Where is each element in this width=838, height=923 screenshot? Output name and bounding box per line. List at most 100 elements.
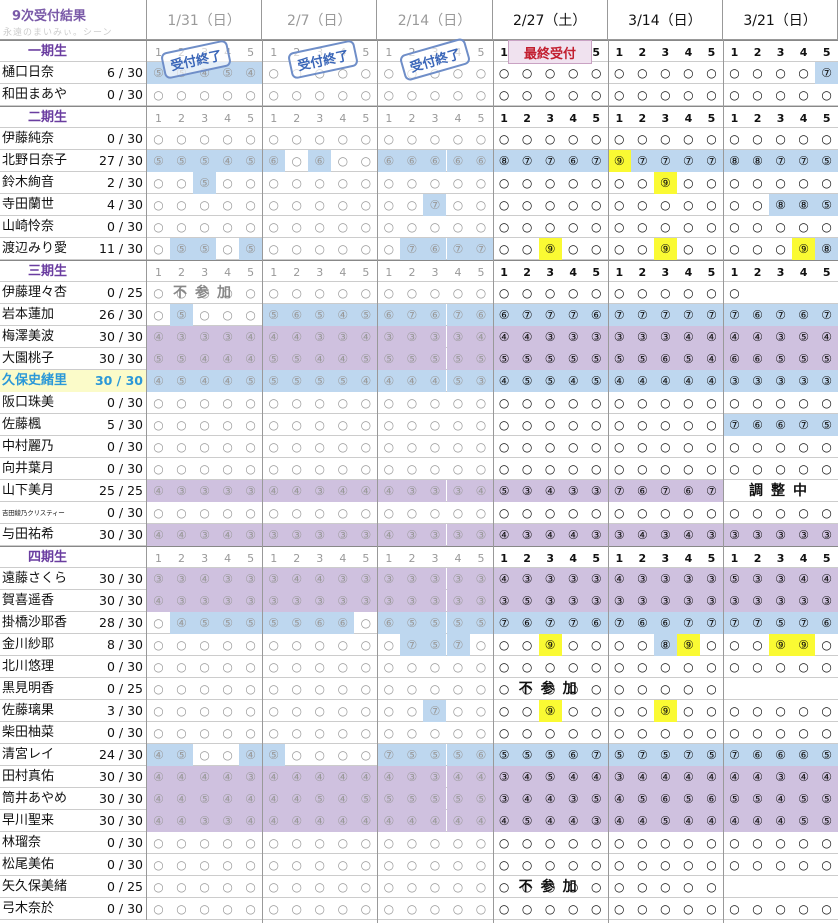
slot-cell: ○ [498,198,510,212]
slot-cell: ④ [377,370,401,392]
slot-cell: ⑤ [538,370,562,392]
member-row: 与田祐希 30 / 30 ④ ④ ③ ④ ③ ③ ③ ③ ③ ③ ④ ③ ③ ③ ③ ④ ③ ④ ④ ③ ③ ④ ③ ④ ③ ③ ③ ③ ③… [0,524,838,546]
slot-cell: ⑦ [561,304,585,326]
slot-cell: ○ [176,396,187,410]
slot-cell: ○ [660,396,671,410]
slot-cell: ④ [170,788,194,810]
slot-cell: ③ [469,370,493,392]
slot-cell: ○ [729,660,740,674]
member-name: 山崎怜奈 [2,219,55,234]
slot-cell: ○ [706,858,717,872]
slot-cell: ④ [469,766,493,788]
slot-cell: ○ [729,902,740,916]
slot-cell: ○ [337,704,349,718]
slot-cell: ○ [429,418,441,432]
slot-cell: ④ [676,370,700,392]
slot-cell: ④ [676,766,700,788]
status-note: 不参加 [518,879,585,895]
member-row: 伊藤純奈 0 / 30 ○ ○ ○ ○ ○ ○ ○ ○ ○ ○ ○ ○ ○ ○ ○ ○ ○ ○ ○ ○ ○ ○ ○ ○ ○ ○ ○ ○ ○ ○ [0,128,838,150]
slot-cell: ○ [567,836,579,850]
slot-cell: ○ [406,440,418,454]
member-name: 伊藤純奈 [2,131,55,146]
generation-row: 二期生 1 2 3 4 5 1 2 3 4 5 1 2 3 4 5 1 2 3 4 5 1 2 3 4 5 1 2 3 4 5 [0,106,838,129]
session-divider [262,40,264,923]
slot-number: 4 [684,45,693,59]
slot-cell: ○ [591,506,602,520]
slot-cell: ○ [245,660,256,674]
date-header-4: 2/27（土） [493,0,608,40]
slot-cell: ⑦ [653,480,677,502]
member-row: 田村真佑 30 / 30 ④ ④ ④ ④ ③ ④ ④ ④ ④ ④ ④ ③ ③ ④ ④ ③ ④ ⑤ ④ ④ ③ ④ ④ ④ ④ ④ ④ ③ ④… [0,766,838,788]
slot-cell: ③ [515,568,539,590]
slot-cell: ④ [446,766,470,788]
slot-cell: ○ [176,726,187,740]
slot-cell: ○ [291,198,302,212]
slot-cell: ○ [291,462,302,476]
slot-cell: ○ [729,132,740,146]
slot-cell: ③ [446,568,470,590]
slot-cell: ⑥ [653,788,677,810]
slot-cell: ○ [314,748,325,762]
slot-cell: ④ [746,326,770,348]
slot-cell: ⑨ [653,238,677,260]
slot-cell: ○ [567,242,579,256]
slot-cell: ○ [199,198,210,212]
slot-cell: ○ [268,198,279,212]
slot-cell: ⑤ [630,788,654,810]
slot-cell: ○ [591,660,602,674]
slot-cell: ○ [637,858,648,872]
slot-cell: ○ [683,902,694,916]
slot-cell: ○ [245,704,256,718]
slot-cell: ○ [752,198,763,212]
slot-cell: ○ [775,396,786,410]
slot-cell: ○ [199,880,210,894]
slot-cell: ⑤ [193,172,217,194]
slot-cell: ⑤ [538,348,562,370]
slot-cell: ○ [729,242,740,256]
slot-cell: ○ [268,440,279,454]
slot-cell: ④ [492,370,516,392]
slot-cell: ○ [222,506,233,520]
slot-cell: ○ [337,836,349,850]
slot-cell: ④ [492,568,516,590]
member-row: 早川聖来 30 / 30 ④ ④ ③ ③ ④ ④ ④ ④ ④ ④ ④ ④ ④ ④ ④ ④ ⑤ ④ ④ ③ ④ ④ ⑤ ④ ④ ④ ④ ④ ⑤… [0,810,838,832]
slot-cell: ④ [285,788,309,810]
slot-number: 3 [431,265,439,279]
slot-cell: ○ [199,286,210,300]
slot-cell: ○ [337,220,349,234]
member-row: 北川悠理 0 / 30 ○ ○ ○ ○ ○ ○ ○ ○ ○ ○ ○ ○ ○ ○ ○ ○ ○ ○ ○ ○ ○ ○ ○ ○ ○ ○ ○ ○ ○ ○ [0,656,838,678]
slot-cell: ○ [752,704,763,718]
slot-cell: ⑦ [538,304,562,326]
slot-cell: ○ [199,660,210,674]
slot-number: 4 [799,265,808,279]
slot-cell: ○ [729,396,740,410]
slot-cell: ○ [614,506,625,520]
slot-number: 1 [385,551,393,565]
member-name: 伊藤理々杏 [2,285,68,300]
slot-cell: ○ [245,836,256,850]
member-row: 山下美月 25 / 25 ④ ③ ③ ③ ③ ④ ④ ③ ④ ④ ④ ③ ③ ③ ④ ⑤ ③ ④ ③ ③ ⑦ ⑥ ⑦ ⑥ ⑦ 調整中 [0,480,838,502]
slot-cell: ○ [452,286,464,300]
slot-cell: ○ [406,220,418,234]
slot-cell: ③ [746,370,770,392]
slot-cell: ③ [676,590,700,612]
slot-cell: ③ [584,568,608,590]
slot-cell: ③ [723,590,746,612]
slot-cell: ④ [331,304,355,326]
slot-cell: ○ [222,748,233,762]
slot-cell: ○ [752,242,763,256]
slot-cell: ⑤ [285,370,309,392]
slot-cell: ○ [337,132,349,146]
slot-number: 2 [523,111,531,125]
slot-cell: ③ [746,590,770,612]
slot-number: 1 [500,265,508,279]
slot-cell: ○ [429,286,441,300]
slot-cell: ○ [314,132,325,146]
slot-cell: ○ [775,462,786,476]
member-count: 0 / 30 [93,436,147,458]
slot-cell: ⑦ [607,612,631,634]
slot-number: 2 [178,265,186,279]
slot-cell: ○ [591,682,602,696]
slot-cell: ○ [360,836,372,850]
slot-cell [815,282,838,304]
